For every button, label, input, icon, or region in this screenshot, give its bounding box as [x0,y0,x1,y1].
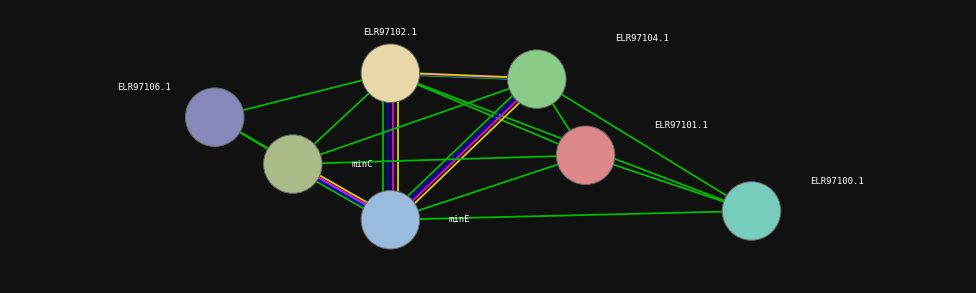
Ellipse shape [722,182,781,240]
Ellipse shape [361,44,420,103]
Text: minE: minE [449,215,470,224]
Ellipse shape [556,126,615,185]
Ellipse shape [361,190,420,249]
Text: ELR97106.1: ELR97106.1 [117,84,171,92]
Text: minC: minC [351,160,373,168]
Ellipse shape [185,88,244,146]
Text: ELR97104.1: ELR97104.1 [615,34,669,42]
Text: ELR97102.1: ELR97102.1 [363,28,418,37]
Ellipse shape [264,135,322,193]
Text: ELR97100.1: ELR97100.1 [810,177,864,186]
Ellipse shape [508,50,566,108]
Text: ELR97101.1: ELR97101.1 [654,122,708,130]
